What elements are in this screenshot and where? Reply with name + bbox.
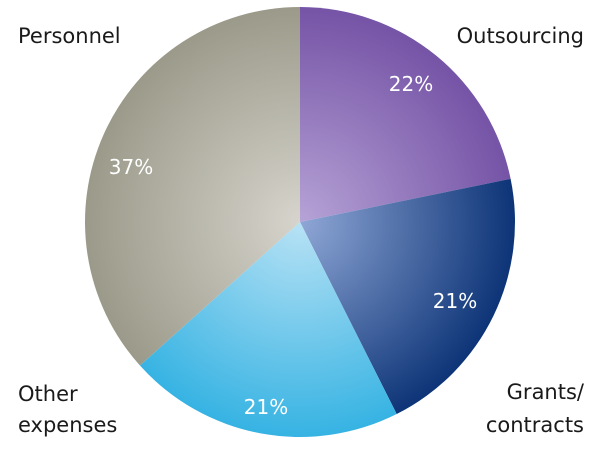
category-label-grants-contracts-line1: Grants/ [507, 380, 585, 404]
pie-slice-grants-contracts [300, 178, 515, 415]
value-label-personnel: 37% [109, 155, 153, 179]
value-label-other-expenses: 21% [244, 395, 288, 419]
pie-category-labels: Outsourcing Grants/ contracts Other expe… [18, 24, 585, 437]
category-label-other-expenses-line2: expenses [18, 413, 117, 437]
pie-slice-other-expenses [139, 222, 397, 437]
pie-slice-outsourcing [300, 7, 511, 222]
value-label-grants-contracts: 21% [433, 289, 477, 313]
category-label-other-expenses-line1: Other [18, 382, 78, 406]
value-label-outsourcing: 22% [389, 72, 433, 96]
category-label-outsourcing: Outsourcing [457, 24, 584, 48]
category-label-grants-contracts-line2: contracts [486, 413, 584, 437]
pie-slices [85, 7, 515, 437]
pie-slice-personnel [85, 7, 300, 366]
pie-value-labels: 22% 21% 21% 37% [109, 72, 477, 419]
category-label-personnel: Personnel [18, 24, 121, 48]
